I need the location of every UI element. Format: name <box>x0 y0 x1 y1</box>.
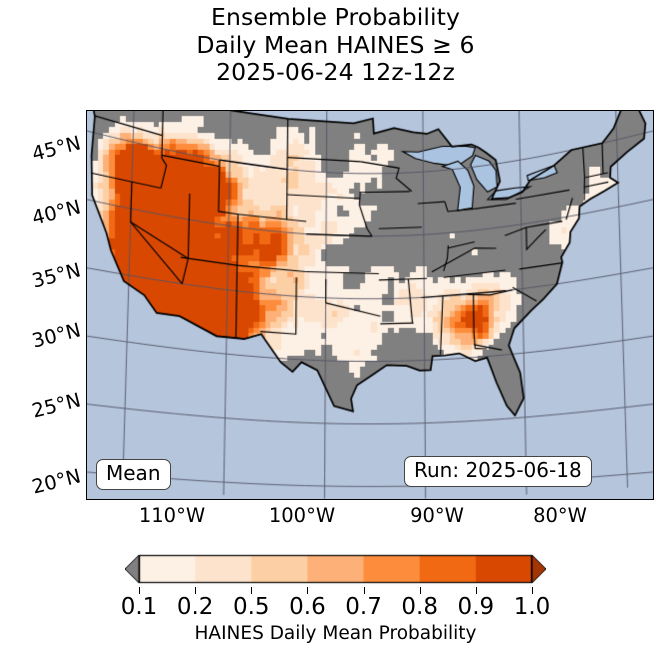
lon-tick-label: 110°W <box>138 504 206 527</box>
colorbar-tick <box>251 587 253 594</box>
colorbar-tick-label: 0.5 <box>232 594 270 620</box>
probability-map <box>86 110 654 500</box>
colorbar-tick <box>139 587 140 594</box>
title-line-3: 2025-06-24 12z-12z <box>216 58 455 86</box>
colorbar-tick <box>475 587 477 594</box>
lon-tick-label: 90°W <box>410 504 464 527</box>
colorbar-tick-label: 0.8 <box>401 594 438 620</box>
lat-tick-label: 30°N <box>29 318 83 353</box>
lon-tick-label: 80°W <box>533 504 587 527</box>
colorbar-tick <box>307 587 309 594</box>
page-title: Ensemble Probability Daily Mean HAINES ≥… <box>0 3 671 87</box>
colorbar-tick-label: 0.7 <box>345 594 382 620</box>
map-raster-canvas <box>87 111 653 499</box>
colorbar-label: HAINES Daily Mean Probability <box>194 623 477 644</box>
colorbar-tick <box>532 587 533 594</box>
colorbar-tick <box>419 587 421 594</box>
title-line-1: Ensemble Probability <box>211 3 460 31</box>
colorbar-tick-label: 0.2 <box>176 594 214 620</box>
colorbar-gradient <box>125 553 546 593</box>
colorbar-tick-label: 1.0 <box>513 594 551 620</box>
lat-tick-label: 20°N <box>29 464 83 499</box>
colorbar: 0.1 0.2 0.5 0.6 0.7 0.8 0.9 1.0 HAINES Daily Me… <box>0 553 671 658</box>
colorbar-tick <box>195 587 197 594</box>
colorbar-tick-label: 0.1 <box>120 594 158 620</box>
colorbar-tick-label: 0.9 <box>457 594 495 620</box>
colorbar-tick <box>363 587 365 594</box>
lat-tick-label: 35°N <box>29 258 83 293</box>
lat-tick-label: 40°N <box>29 195 83 230</box>
ensemble-member-badge: Mean <box>96 459 171 490</box>
model-run-badge: Run: 2025-06-18 <box>404 456 592 487</box>
colorbar-tick-label: 0.6 <box>289 594 326 620</box>
lat-tick-label: 45°N <box>29 131 83 166</box>
lat-tick-label: 25°N <box>29 388 83 423</box>
title-line-2: Daily Mean HAINES ≥ 6 <box>196 30 475 59</box>
lon-tick-label: 100°W <box>268 504 336 527</box>
